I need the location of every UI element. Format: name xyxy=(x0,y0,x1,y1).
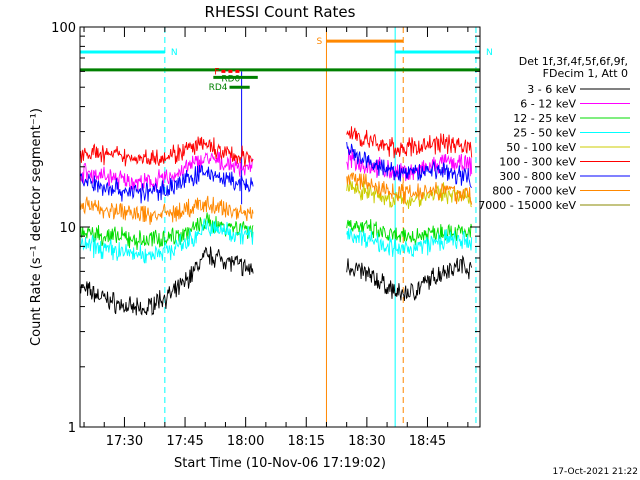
axes: 1 10 100 17:30 17:45 18:00 18:15 18:30 18:45 xyxy=(51,21,480,449)
x-tick-label: 18:30 xyxy=(348,434,385,449)
x-axis-label: Start Time (10-Nov-06 17:19:02) xyxy=(174,456,386,471)
series-line xyxy=(346,228,473,258)
series-line xyxy=(346,180,472,209)
legend-label: 100 - 300 keV xyxy=(499,156,576,169)
x-tick-label: 18:15 xyxy=(288,434,325,449)
x-tick-label: 18:45 xyxy=(409,434,446,449)
series-line xyxy=(346,126,473,159)
flag-label: N xyxy=(486,48,493,58)
series-line xyxy=(346,172,473,205)
legend-header: Det 1f,3f,4f,5f,6f,9f, xyxy=(519,55,628,68)
y-tick-label: 1 xyxy=(68,421,76,436)
legend-header: FDecim 1, Att 0 xyxy=(543,67,628,80)
series-line xyxy=(79,151,254,192)
x-tick-label: 17:30 xyxy=(106,434,143,449)
series-line xyxy=(79,246,254,316)
timestamp: 17-Oct-2021 21:22 xyxy=(553,467,638,477)
series-line xyxy=(346,254,473,302)
y-tick-label: 10 xyxy=(59,221,76,236)
series-line xyxy=(79,164,254,204)
flag-label: S xyxy=(316,37,322,47)
legend: Det 1f,3f,4f,5f,6f,9f,FDecim 1, Att 0 3 -… xyxy=(478,55,630,212)
series-line xyxy=(79,136,254,167)
legend-label: 50 - 100 keV xyxy=(506,141,576,154)
flag-label: N xyxy=(171,48,178,58)
flag-label: RD0 xyxy=(221,74,240,84)
legend-label: 800 - 7000 keV xyxy=(492,185,576,198)
legend-label: 7000 - 15000 keV xyxy=(478,199,576,212)
y-axis-label: Count Rate (s⁻¹ detector segment⁻¹) xyxy=(29,108,44,346)
legend-label: 3 - 6 keV xyxy=(527,83,576,96)
x-tick-label: 17:45 xyxy=(166,434,203,449)
y-tick-label: 100 xyxy=(51,21,76,36)
series-line xyxy=(79,218,254,264)
flag-label: RD4 xyxy=(209,83,228,93)
legend-label: 12 - 25 keV xyxy=(513,112,576,125)
series-line xyxy=(346,219,473,246)
flag-label: F xyxy=(214,67,219,77)
series-line xyxy=(346,142,472,188)
x-tick-label: 18:00 xyxy=(227,434,264,449)
chart-title: RHESSI Count Rates xyxy=(205,3,356,21)
series-line xyxy=(79,195,254,225)
legend-label: 6 - 12 keV xyxy=(520,98,576,111)
legend-label: 300 - 800 keV xyxy=(499,170,576,183)
legend-label: 25 - 50 keV xyxy=(513,127,576,140)
